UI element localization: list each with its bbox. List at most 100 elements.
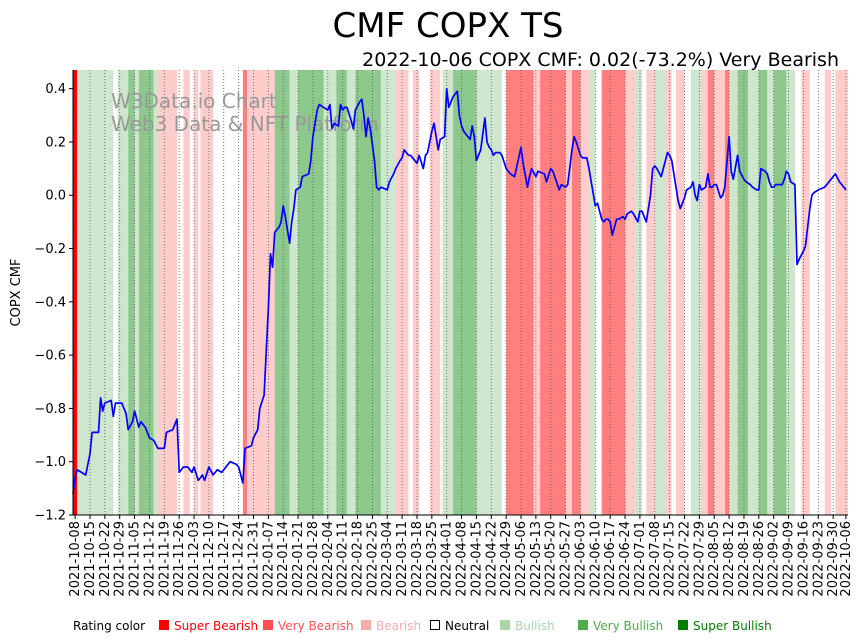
x-tick-label: 2022-01-28 <box>306 521 321 597</box>
rating-band-bearish <box>533 70 541 515</box>
rating-band-bearish <box>801 70 810 515</box>
rating-band-bearish <box>580 70 589 515</box>
rating-band-bullish <box>117 70 129 515</box>
legend-label-bullish: Bullish <box>515 619 555 633</box>
x-tick-label: 2022-06-17 <box>603 521 618 597</box>
rating-band-bullish <box>323 70 337 515</box>
y-axis-ticks: −1.2 −1.0 −0.8 −0.6 −0.4 −0.2 0.0 0.2 0.4 <box>34 82 73 524</box>
rating-band-very-bearish <box>540 70 566 515</box>
x-tick-label: 2022-06-24 <box>618 521 633 597</box>
rating-band-bearish <box>183 70 190 515</box>
x-tick-label: 2022-06-03 <box>573 521 588 597</box>
y-tick-label: −0.4 <box>34 295 66 310</box>
rating-band-very-bullish <box>758 70 768 515</box>
x-tick-label: 2021-11-26 <box>172 521 187 597</box>
x-tick-label: 2022-01-14 <box>276 521 291 597</box>
x-tick-label: 2022-04-01 <box>440 521 455 597</box>
x-tick-label: 2022-08-26 <box>752 521 767 597</box>
legend-swatch <box>430 620 440 630</box>
x-tick-label: 2022-08-19 <box>737 521 752 597</box>
legend-label-super-bearish: Super Bearish <box>174 619 258 633</box>
rating-band-bullish <box>476 70 502 515</box>
rating-band-bullish <box>153 70 158 515</box>
x-tick-label: 2022-08-12 <box>722 521 737 597</box>
series-line <box>72 87 847 494</box>
x-tick-label: 2022-07-29 <box>692 521 707 597</box>
legend-title: Rating color <box>73 619 145 633</box>
watermark-line-1: W3Data.io Chart <box>111 89 277 113</box>
y-axis-label: COPX CMF <box>9 259 24 327</box>
rating-band-bearish <box>701 70 708 515</box>
rating-band-bearish <box>412 70 420 515</box>
x-tick-label: 2021-10-08 <box>68 521 83 597</box>
y-tick-label: 0.0 <box>45 189 66 204</box>
rating-band-bearish <box>824 70 832 515</box>
x-tick-label: 2021-10-15 <box>83 521 98 597</box>
rating-band-bearish <box>194 70 199 515</box>
x-tick-label: 2022-03-11 <box>395 521 410 597</box>
rating-band-very-bullish <box>298 70 324 515</box>
legend-label-super-bullish: Super Bullish <box>693 619 772 633</box>
x-tick-label: 2022-03-04 <box>380 521 395 597</box>
rating-band-bullish <box>748 70 759 515</box>
rating-band-bullish <box>380 70 396 515</box>
legend-swatch <box>361 620 371 630</box>
x-tick-label: 2022-08-05 <box>707 521 722 597</box>
rating-band-bearish <box>565 70 572 515</box>
x-tick-label: 2022-05-27 <box>559 521 574 597</box>
y-tick-label: −0.2 <box>34 242 66 257</box>
rating-band-very-bullish <box>355 70 381 515</box>
rating-band-very-bearish <box>724 70 730 515</box>
rating-band-bullish <box>767 70 774 515</box>
x-tick-label: 2022-06-10 <box>588 521 603 597</box>
legend-label-bearish: Bearish <box>376 619 421 633</box>
rating-band-bullish <box>654 70 666 515</box>
rating-band-bearish <box>200 70 214 515</box>
rating-band-very-bullish <box>128 70 135 515</box>
x-tick-label: 2021-12-10 <box>202 521 217 597</box>
rating-band-bearish <box>665 70 672 515</box>
rating-band-very-bullish <box>737 70 749 515</box>
rating-band-bullish <box>442 70 454 515</box>
rating-bands <box>73 70 848 515</box>
x-tick-label: 2021-12-17 <box>217 521 232 597</box>
y-tick-label: 0.2 <box>45 135 66 150</box>
rating-band-very-bullish <box>138 70 154 515</box>
rating-band-bullish <box>77 70 114 515</box>
rating-band-very-bullish <box>336 70 347 515</box>
rating-band-bearish <box>429 70 441 515</box>
rating-band-bullish <box>588 70 596 515</box>
x-tick-label: 2022-02-18 <box>351 521 366 597</box>
rating-band-bullish <box>729 70 738 515</box>
rating-band-very-bullish <box>773 70 787 515</box>
rating-band-bearish <box>676 70 685 515</box>
x-tick-label: 2021-11-05 <box>128 521 143 597</box>
x-tick-label: 2022-07-15 <box>663 521 678 597</box>
x-tick-label: 2022-04-15 <box>469 521 484 597</box>
vertical-gridlines <box>74 70 847 515</box>
x-axis-ticks: 2021-10-08 2021-10-15 2021-10-22 2021-10-29… <box>68 515 854 597</box>
cmf-series <box>72 87 847 494</box>
rating-band-very-bullish <box>274 70 290 515</box>
x-tick-label: 2022-09-02 <box>767 521 782 597</box>
x-tick-label: 2022-04-08 <box>455 521 470 597</box>
rating-band-bearish <box>646 70 655 515</box>
x-tick-label: 2021-10-29 <box>113 521 128 597</box>
rating-band-bearish <box>625 70 636 515</box>
x-tick-label: 2022-05-13 <box>529 521 544 597</box>
y-tick-label: −0.6 <box>34 349 66 364</box>
rating-band-bullish <box>690 70 702 515</box>
rating-band-bearish <box>247 70 275 515</box>
legend-swatch <box>263 620 273 630</box>
x-tick-label: 2022-02-25 <box>365 521 380 597</box>
rating-band-bearish <box>157 70 178 515</box>
chart-title: CMF COPX TS <box>333 6 564 46</box>
x-tick-label: 2022-05-20 <box>544 521 559 597</box>
x-tick-label: 2022-02-04 <box>321 521 336 597</box>
x-tick-label: 2022-09-30 <box>826 521 841 597</box>
x-tick-label: 2021-12-31 <box>246 521 261 597</box>
rating-band-bullish <box>346 70 356 515</box>
x-tick-label: 2022-07-01 <box>633 521 648 597</box>
y-tick-label: −0.8 <box>34 402 66 417</box>
